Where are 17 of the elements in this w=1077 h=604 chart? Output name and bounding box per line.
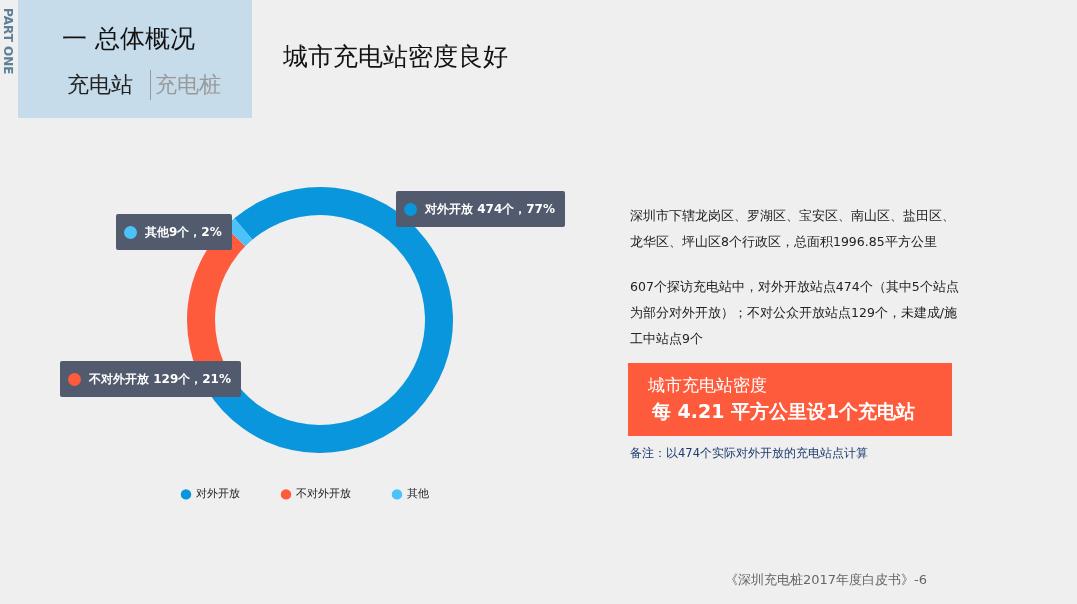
text: 备注：以474个实际对外开放的充电站点计算 [630, 446, 868, 461]
data-label: 其他9个，2% [116, 214, 232, 250]
legend-label: 不对外开放 [296, 487, 351, 501]
legend-label: 其他 [407, 487, 429, 501]
text: 607个探访充电站中，对外开放站点474个（其中5个站点为部分对外开放）；不对公众开放站点129个，未建成/施工中站点9个 [630, 278, 960, 348]
text: 充电站 [67, 71, 133, 99]
text: PART ONE [1, 8, 15, 75]
legend-label: 对外开放 [196, 487, 240, 501]
text: 一 总体概况 [62, 23, 195, 55]
chart-title: 城市充电站密度良好 [283, 41, 508, 73]
text: 充电桩 [150, 70, 221, 100]
text: 《深圳充电桩2017年度白皮书》-6 [725, 571, 928, 589]
text: 深圳市下辖龙岗区、罗湖区、宝安区、南山区、盐田区、龙华区、坪山区8个行政区，总面积1996.85平方公里 [630, 207, 956, 251]
text: 每 4.21 平方公里设1个充电站 [652, 399, 916, 424]
data-label: 不对外开放 129个，21% [60, 361, 241, 397]
data-label: 对外开放 474个，77% [396, 191, 565, 227]
text: 城市充电站密度 [648, 374, 767, 397]
